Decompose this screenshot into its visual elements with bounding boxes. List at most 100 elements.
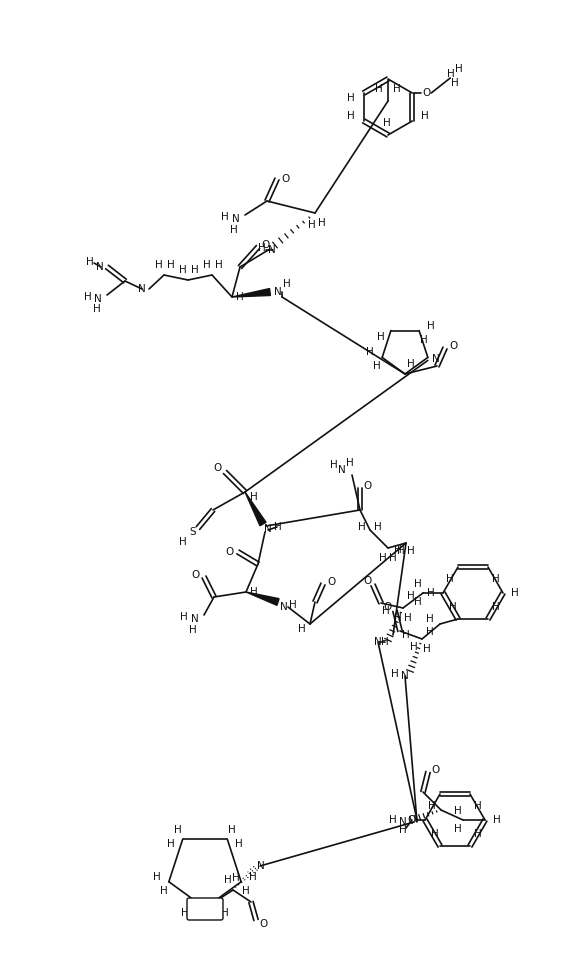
Text: H: H (191, 265, 199, 275)
Text: H: H (289, 600, 297, 610)
Text: N: N (374, 637, 382, 647)
Text: H: H (377, 332, 385, 342)
Text: H: H (160, 886, 168, 896)
Text: H: H (153, 872, 161, 881)
Text: H: H (221, 212, 229, 222)
Text: H: H (232, 873, 240, 883)
Text: H: H (426, 614, 434, 624)
Text: N: N (280, 602, 288, 612)
Text: H: H (181, 908, 189, 918)
Text: H: H (167, 839, 174, 849)
Text: H: H (407, 546, 415, 556)
Text: H: H (347, 93, 354, 103)
Text: H: H (174, 826, 182, 835)
Text: H: H (428, 801, 436, 811)
Text: N: N (399, 817, 407, 827)
Text: N: N (138, 284, 146, 294)
Text: H: H (347, 111, 354, 121)
Text: N: N (96, 262, 104, 272)
Text: O: O (422, 88, 431, 98)
Text: H: H (456, 64, 463, 74)
Text: H: H (298, 624, 306, 634)
Text: H: H (407, 591, 415, 601)
Text: H: H (258, 243, 266, 253)
Text: N: N (401, 671, 409, 681)
Text: H: H (474, 829, 482, 839)
Text: H: H (179, 265, 187, 275)
Text: H: H (389, 815, 397, 825)
FancyBboxPatch shape (187, 898, 223, 920)
Text: N: N (264, 524, 272, 534)
Text: H: H (493, 815, 501, 825)
Text: H: H (407, 359, 415, 369)
Text: H: H (474, 801, 482, 811)
Text: H: H (86, 257, 94, 267)
Text: H: H (383, 118, 391, 128)
Text: H: H (449, 602, 457, 612)
Text: O: O (364, 481, 372, 491)
Text: O: O (327, 577, 335, 587)
Text: H: H (274, 522, 282, 532)
Text: O: O (281, 174, 289, 184)
Text: H: H (389, 553, 397, 563)
Text: H: H (511, 588, 519, 598)
Text: H: H (448, 69, 455, 79)
Text: H: H (397, 546, 405, 556)
Text: O: O (431, 765, 439, 775)
Text: H: H (454, 824, 462, 834)
Text: S: S (190, 527, 197, 537)
Text: H: H (393, 84, 401, 94)
Text: H: H (84, 292, 92, 302)
Text: H: H (381, 637, 389, 647)
Text: H: H (410, 642, 418, 652)
Text: H: H (492, 574, 500, 584)
Text: H: H (221, 908, 229, 918)
Text: H: H (358, 522, 366, 532)
Text: H: H (420, 335, 428, 345)
Text: O: O (262, 240, 270, 250)
Text: H: H (366, 347, 374, 357)
Text: H: H (402, 630, 410, 640)
Text: H: H (167, 260, 175, 270)
Text: H: H (414, 597, 422, 607)
Text: H: H (249, 872, 257, 881)
Text: H: H (215, 260, 223, 270)
Text: O: O (449, 341, 457, 351)
Polygon shape (232, 289, 270, 297)
Text: H: H (373, 361, 381, 372)
Text: H: H (423, 644, 431, 654)
Text: O: O (213, 463, 221, 473)
Text: H: H (189, 625, 197, 635)
Text: H: H (394, 545, 402, 555)
Text: N: N (232, 214, 240, 224)
Text: H: H (236, 839, 243, 849)
Text: H: H (426, 627, 434, 637)
Text: N: N (191, 614, 199, 624)
Text: H: H (492, 602, 500, 612)
Text: H: H (93, 304, 101, 314)
Text: H: H (243, 886, 250, 896)
Text: H: H (230, 225, 238, 235)
Text: H: H (155, 260, 163, 270)
Text: N: N (274, 287, 282, 297)
Text: H: H (203, 260, 211, 270)
Text: H: H (454, 806, 462, 816)
Text: H: H (228, 826, 236, 835)
Text: O: O (226, 547, 234, 557)
Text: H: H (391, 669, 399, 679)
Text: H: H (308, 220, 316, 230)
Text: H: H (421, 111, 429, 121)
Text: H: H (318, 218, 326, 228)
Text: O: O (363, 576, 371, 586)
Text: H: H (374, 522, 382, 532)
Text: H: H (431, 829, 439, 839)
Text: H: H (414, 579, 422, 589)
Text: N: N (257, 861, 265, 871)
Text: H: H (446, 574, 454, 584)
Text: H: H (346, 458, 354, 468)
Text: O: O (259, 919, 267, 929)
Text: Abs: Abs (196, 903, 214, 913)
Text: N: N (432, 354, 440, 364)
Text: H: H (379, 553, 387, 563)
Text: O: O (407, 815, 415, 825)
